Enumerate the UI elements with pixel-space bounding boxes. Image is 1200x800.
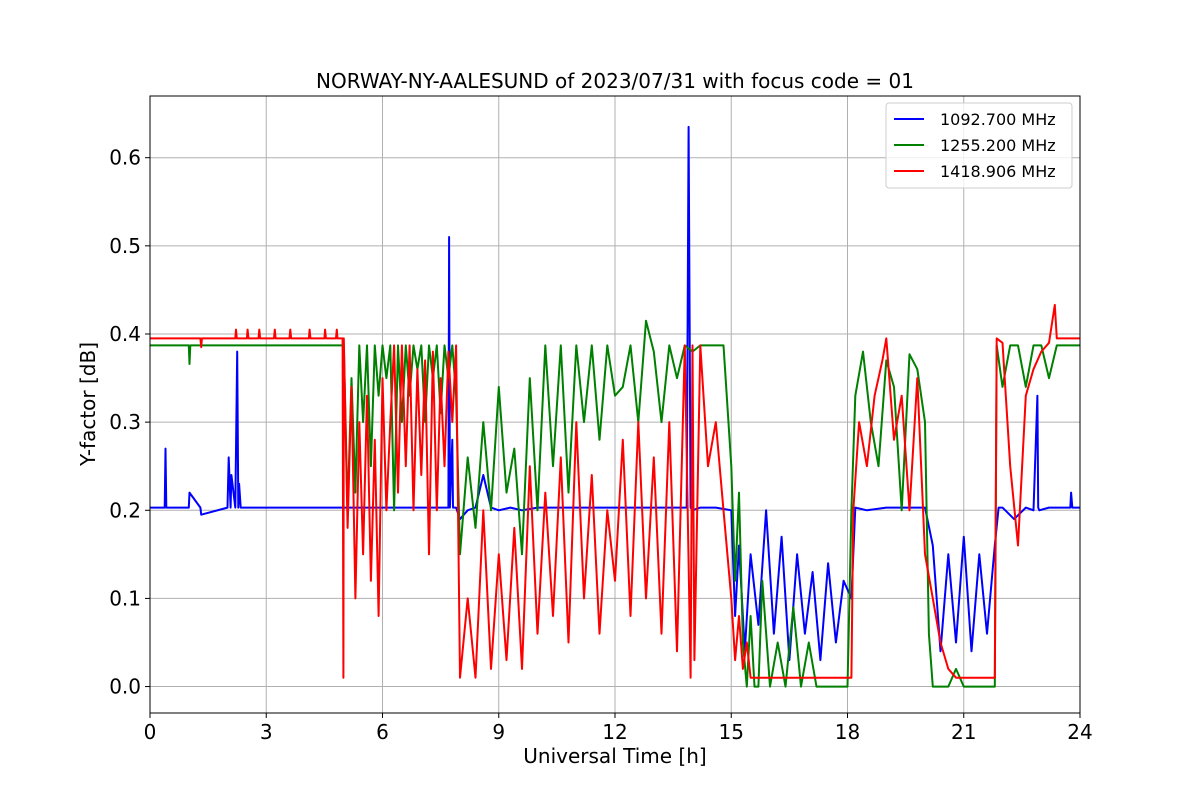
x-tick-label: 9	[492, 720, 505, 744]
legend-box	[885, 102, 1073, 189]
x-tick-label: 24	[1067, 720, 1092, 744]
x-tick-label: 0	[144, 720, 157, 744]
y-tick-label: 0.1	[109, 586, 141, 610]
y-axis-label: Y-factor [dB]	[76, 342, 100, 467]
series-line-3	[150, 303, 1080, 679]
y-tick-label: 0.4	[109, 322, 141, 346]
chart-title: NORWAY-NY-AALESUND of 2023/07/31 with fo…	[316, 69, 914, 93]
x-tick-label: 12	[602, 720, 627, 744]
x-tick-label: 3	[260, 720, 273, 744]
legend-label: 1418.906 MHz	[940, 162, 1056, 181]
y-tick-label: 0.2	[109, 498, 141, 522]
x-tick-label: 15	[719, 720, 744, 744]
x-tick-label: 18	[835, 720, 860, 744]
y-tick-label: 0.0	[109, 675, 141, 699]
series-layer	[150, 125, 1080, 688]
series-line-2	[150, 319, 1080, 688]
x-tick-label: 21	[951, 720, 976, 744]
axis-ticks: 0 3 6 9 12 15 18 21 24 0.0 0.1 0.2 0.3 0.4 0.5 0.6	[109, 146, 1093, 744]
x-axis-label: Universal Time [h]	[523, 744, 706, 768]
legend-label: 1255.200 MHz	[940, 136, 1056, 155]
x-tick-label: 6	[376, 720, 389, 744]
legend-label: 1092.700 MHz	[940, 110, 1056, 129]
legend: 1092.700 MHz 1255.200 MHz 1418.906 MHz	[885, 102, 1073, 189]
y-tick-label: 0.5	[109, 234, 141, 258]
y-tick-label: 0.3	[109, 410, 141, 434]
y-tick-label: 0.6	[109, 146, 141, 170]
